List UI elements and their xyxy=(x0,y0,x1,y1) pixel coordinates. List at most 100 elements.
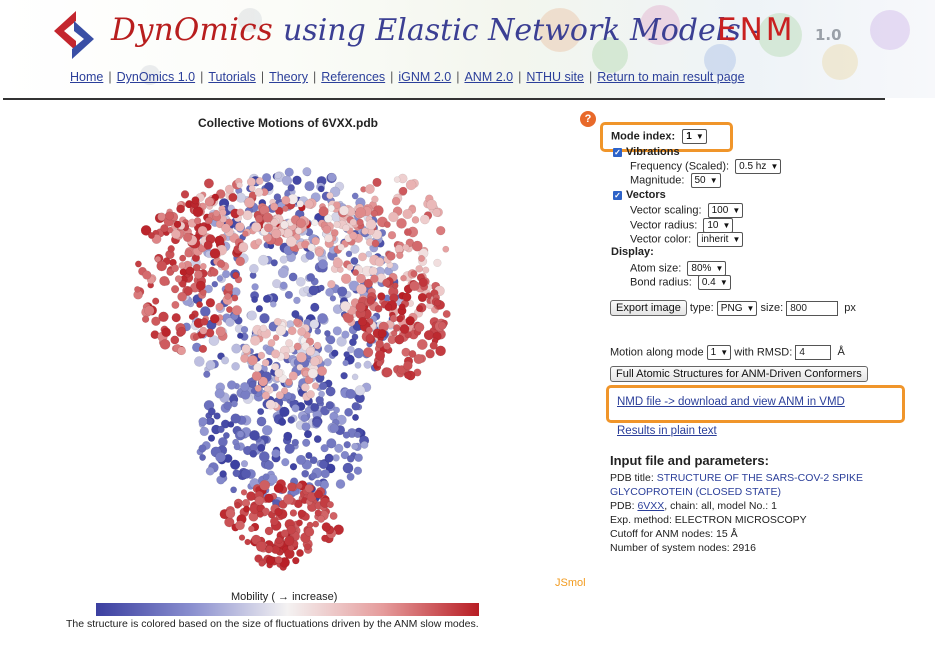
atom-sphere xyxy=(356,273,366,284)
header-molecule-art xyxy=(140,5,910,85)
atom-sphere xyxy=(214,388,225,399)
atom-sphere xyxy=(375,339,384,349)
nav-link-references[interactable]: References xyxy=(321,70,386,84)
atom-sphere xyxy=(248,184,256,192)
nav-link-nthu[interactable]: NTHU site xyxy=(526,70,584,84)
nav-link-return[interactable]: Return to main result page xyxy=(597,70,745,84)
vector-scaling-select[interactable]: 100 xyxy=(707,203,744,218)
atom-sphere xyxy=(226,380,237,390)
atom-sphere xyxy=(248,380,257,389)
nmd-download-link[interactable]: NMD file -> download and view ANM in VMD xyxy=(617,396,845,408)
mode-index-select[interactable]: 1 xyxy=(682,129,707,144)
atom-sphere xyxy=(307,368,319,379)
protein-structure-render[interactable] xyxy=(58,108,578,588)
atom-sphere xyxy=(405,179,417,191)
atom-sphere xyxy=(165,211,175,221)
atom-sphere xyxy=(418,254,426,262)
pdb-title-row: PDB title: STRUCTURE OF THE SARS-COV-2 S… xyxy=(610,472,863,484)
pdb-id-link[interactable]: 6VXX xyxy=(637,500,665,512)
atom-sphere xyxy=(262,473,270,481)
nav-link-theory[interactable]: Theory xyxy=(269,70,308,84)
atom-sphere xyxy=(354,361,362,369)
image-size-input[interactable]: 800 xyxy=(786,300,839,316)
atom-sphere xyxy=(306,390,315,399)
atom-sphere xyxy=(327,279,336,289)
nav-link-anm[interactable]: ANM 2.0 xyxy=(464,70,514,84)
atom-sphere xyxy=(255,540,267,552)
atom-sphere xyxy=(365,219,377,230)
jsmol-viewer[interactable]: Collective Motions of 6VXX.pdb xyxy=(58,108,578,588)
atom-sphere xyxy=(254,495,265,506)
bond-radius-select[interactable]: 0.4 xyxy=(697,275,731,290)
image-type-select[interactable]: PNG xyxy=(716,300,758,316)
atom-sphere xyxy=(324,344,333,353)
top-nav: Home | DynOmics 1.0 | Tutorials | Theory | Refer… xyxy=(70,70,745,84)
atom-sphere xyxy=(195,280,206,291)
atom-sphere xyxy=(355,301,366,313)
rmsd-input[interactable]: 4 xyxy=(795,345,832,360)
atom-sphere xyxy=(200,317,209,326)
atom-sphere xyxy=(267,339,276,347)
nmd-link-highlight xyxy=(606,385,905,423)
atom-sphere xyxy=(170,285,180,294)
atom-sphere xyxy=(442,245,450,253)
vector-radius-select[interactable]: 10 xyxy=(703,218,734,233)
atom-sphere xyxy=(301,469,310,478)
atom-sphere xyxy=(303,430,313,439)
atom-sphere xyxy=(365,333,375,343)
plain-text-results-link[interactable]: Results in plain text xyxy=(617,425,717,437)
export-image-button[interactable]: Export image xyxy=(610,300,687,316)
atom-sphere xyxy=(283,493,295,505)
atom-size-select[interactable]: 80% xyxy=(687,261,727,276)
atom-sphere xyxy=(278,418,287,427)
atom-sphere xyxy=(151,316,161,326)
jsmol-label[interactable]: JSmol xyxy=(555,577,586,589)
frequency-select[interactable]: 0.5 hz xyxy=(735,159,782,174)
atom-sphere xyxy=(209,313,220,324)
full-atomic-structures-button[interactable]: Full Atomic Structures for ANM-Driven Co… xyxy=(610,366,868,382)
atom-sphere xyxy=(409,280,420,292)
atom-sphere xyxy=(196,301,204,309)
atom-sphere xyxy=(177,346,187,356)
atom-sphere xyxy=(291,310,300,319)
atom-sphere xyxy=(324,453,334,463)
nav-link-home[interactable]: Home xyxy=(70,70,104,84)
atom-sphere xyxy=(333,406,340,414)
atom-sphere xyxy=(315,248,324,257)
motion-label: Motion along mode xyxy=(610,346,704,359)
atom-sphere xyxy=(272,279,282,289)
question-icon[interactable]: ? xyxy=(580,111,596,127)
atom-sphere xyxy=(236,430,245,438)
atom-sphere xyxy=(363,360,372,369)
vector-color-row: Vector color: inherit xyxy=(630,232,744,247)
atom-sphere xyxy=(185,266,195,276)
atom-sphere xyxy=(284,535,295,546)
atom-sphere xyxy=(222,270,231,279)
atom-sphere xyxy=(197,225,208,236)
atom-sphere xyxy=(287,184,295,192)
atom-sphere xyxy=(246,310,257,321)
atom-sphere xyxy=(356,218,364,226)
atom-sphere xyxy=(244,538,251,546)
motion-mode-select[interactable]: 1 xyxy=(706,345,732,360)
atom-sphere xyxy=(199,306,211,317)
magnitude-select[interactable]: 50 xyxy=(690,173,721,188)
version-label: 1.0 xyxy=(815,26,842,44)
nav-link-ignm[interactable]: iGNM 2.0 xyxy=(398,70,452,84)
atom-sphere xyxy=(240,389,251,400)
atom-sphere xyxy=(221,356,230,365)
atom-sphere xyxy=(280,529,289,538)
atom-sphere xyxy=(225,508,236,519)
atom-sphere xyxy=(306,273,316,282)
vectors-checkbox[interactable]: ✓ xyxy=(613,190,622,200)
atom-sphere xyxy=(304,543,312,551)
nav-link-dynomics[interactable]: DynOmics 1.0 xyxy=(116,70,196,84)
atom-sphere xyxy=(327,172,337,182)
atom-sphere xyxy=(363,278,374,288)
atom-sphere xyxy=(284,290,294,300)
atom-sphere xyxy=(142,270,152,280)
vector-color-select[interactable]: inherit xyxy=(697,232,744,247)
nav-link-tutorials[interactable]: Tutorials xyxy=(208,70,256,84)
vibrations-checkbox[interactable]: ✓ xyxy=(613,147,622,157)
atom-sphere xyxy=(417,292,428,303)
